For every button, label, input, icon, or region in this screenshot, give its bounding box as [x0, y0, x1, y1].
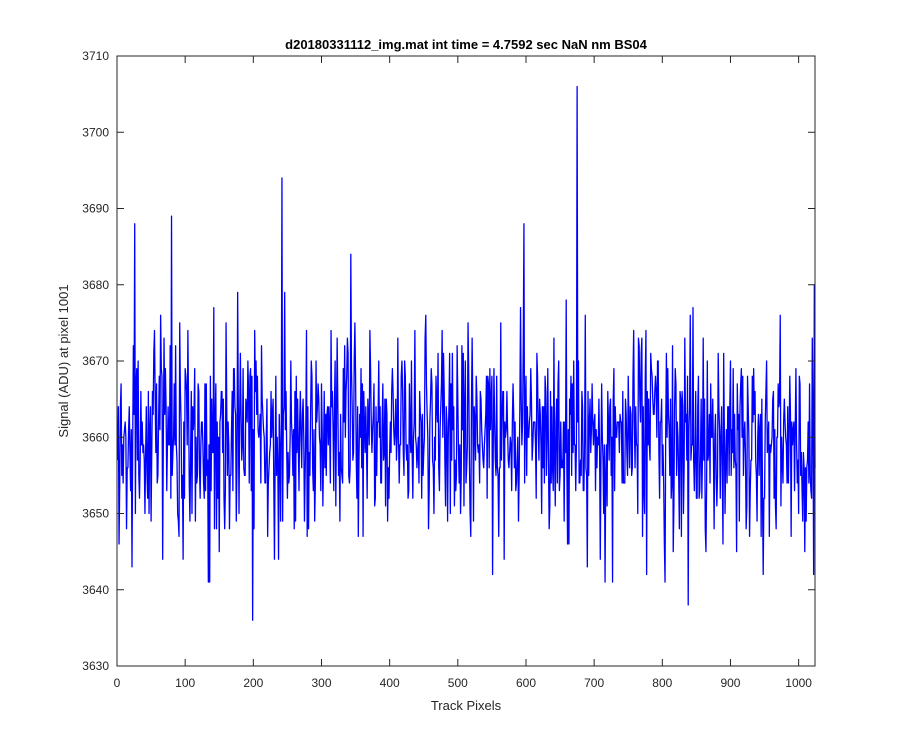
x-tick-label: 0 — [114, 676, 121, 690]
x-tick-label: 900 — [720, 676, 740, 690]
series-layer — [117, 85, 816, 621]
x-tick-label: 300 — [311, 676, 331, 690]
y-tick-label: 3690 — [82, 202, 109, 216]
y-axis-label: Signal (ADU) at pixel 1001 — [56, 284, 71, 437]
y-tick-label: 3700 — [82, 125, 109, 139]
x-tick-label: 400 — [380, 676, 400, 690]
x-axis-ticks: 0 100 200 300 400 500 600 700 800 900 1000 — [114, 56, 812, 690]
chart-title: d20180331112_img.mat int time = 4.7592 s… — [285, 37, 647, 52]
plot-area — [117, 56, 815, 666]
signal-series-line — [117, 85, 816, 621]
y-tick-label: 3680 — [82, 278, 109, 292]
x-tick-label: 700 — [584, 676, 604, 690]
y-tick-label: 3650 — [82, 507, 109, 521]
x-tick-label: 500 — [448, 676, 468, 690]
x-tick-label: 1000 — [785, 676, 812, 690]
y-tick-label: 3670 — [82, 354, 109, 368]
y-tick-label: 3630 — [82, 659, 109, 673]
x-axis-label: Track Pixels — [431, 698, 502, 713]
x-tick-label: 200 — [243, 676, 263, 690]
y-tick-label: 3640 — [82, 583, 109, 597]
x-tick-label: 800 — [652, 676, 672, 690]
y-axis-ticks: 3630 3640 3650 3660 3670 3680 3690 3700 3710 — [82, 49, 815, 673]
y-tick-label: 3710 — [82, 49, 109, 63]
x-tick-label: 600 — [516, 676, 536, 690]
y-tick-label: 3660 — [82, 430, 109, 444]
x-tick-label: 100 — [175, 676, 195, 690]
